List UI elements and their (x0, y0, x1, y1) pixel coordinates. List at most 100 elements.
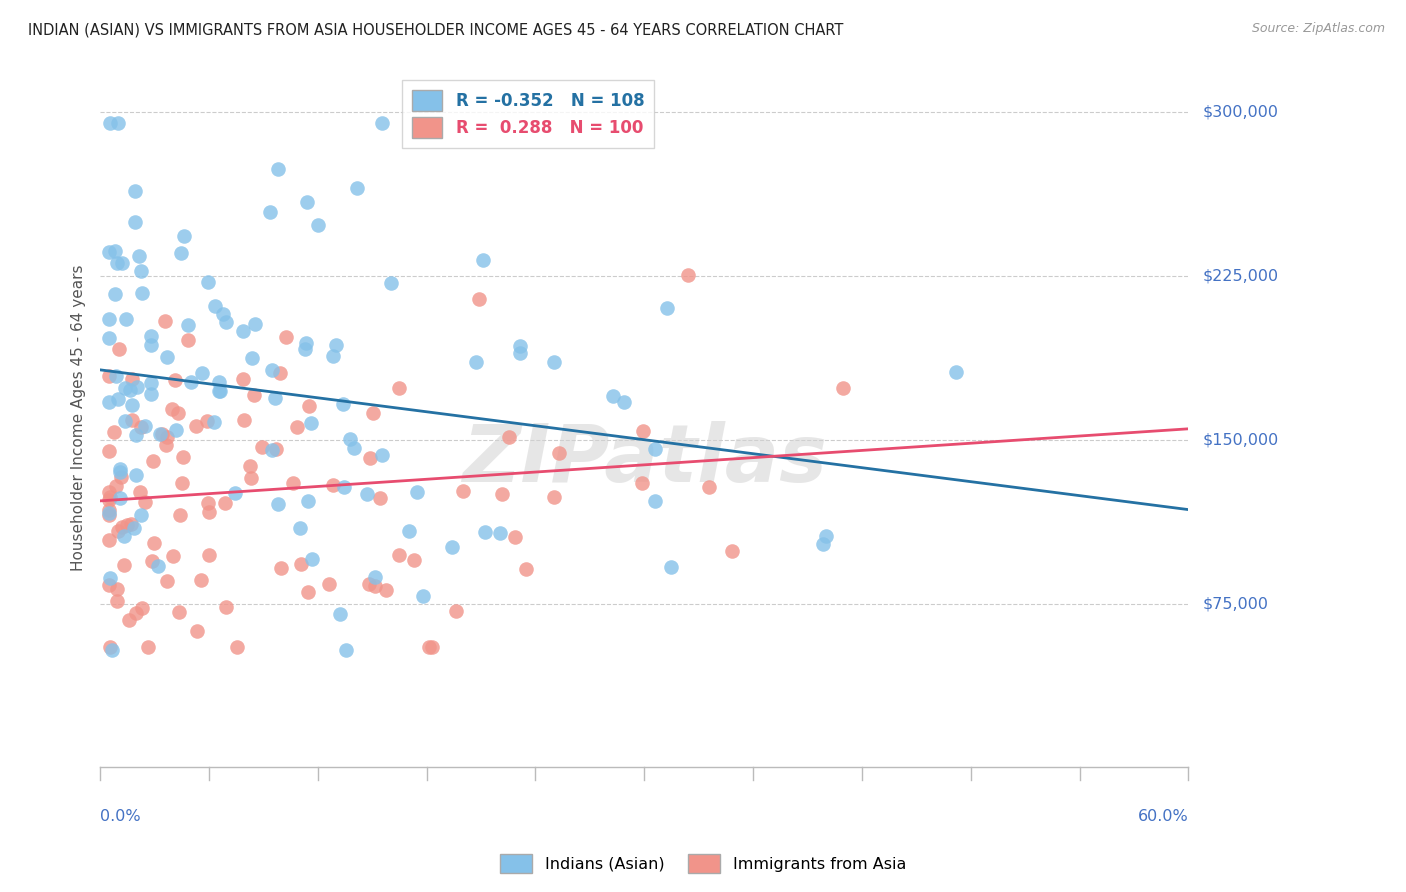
Point (295, 335, 318, 350)
Point (98, 116, 121, 130)
Point (141, 338, 163, 352)
Point (114, 414, 136, 428)
Point (299, 416, 322, 430)
Point (125, 606, 148, 620)
Point (398, 524, 420, 539)
Point (98, 508, 121, 522)
Point (104, 369, 127, 384)
Point (613, 395, 636, 409)
Point (98, 368, 121, 383)
Point (472, 253, 495, 268)
Point (468, 292, 491, 306)
Point (101, 643, 124, 657)
Point (474, 524, 496, 539)
Text: 0.0%: 0.0% (100, 809, 141, 824)
Point (298, 400, 321, 414)
Point (167, 406, 190, 420)
Legend: R = -0.352   N = 108, R =  0.288   N = 100: R = -0.352 N = 108, R = 0.288 N = 100 (402, 80, 654, 148)
Point (98, 394, 121, 409)
Point (172, 450, 194, 465)
Point (169, 246, 191, 260)
Point (453, 483, 475, 498)
Point (214, 496, 236, 510)
Point (631, 475, 654, 490)
Point (295, 195, 318, 210)
Point (98, 331, 121, 345)
Point (204, 415, 226, 429)
Point (121, 413, 143, 427)
Point (402, 553, 425, 567)
Point (509, 339, 531, 353)
Point (204, 299, 226, 313)
Point (945, 365, 967, 379)
Point (141, 376, 163, 390)
Point (215, 599, 238, 614)
Point (98, 506, 121, 520)
Point (811, 537, 834, 551)
Point (111, 255, 134, 269)
Point (420, 640, 443, 655)
Point (242, 388, 264, 402)
Point (190, 366, 212, 380)
Point (418, 640, 440, 655)
Point (543, 490, 565, 504)
Point (359, 451, 381, 466)
Point (721, 544, 744, 558)
Point (252, 440, 274, 454)
Point (139, 387, 162, 401)
Point (224, 486, 246, 500)
Point (644, 494, 666, 508)
Point (260, 442, 283, 457)
Point (225, 640, 247, 655)
Point (105, 582, 128, 596)
Point (631, 425, 654, 439)
Point (108, 491, 131, 505)
Point (318, 576, 340, 591)
Point (297, 493, 319, 508)
Point (412, 590, 434, 604)
Point (198, 505, 221, 519)
Point (655, 301, 678, 315)
Point (371, 116, 394, 130)
Point (644, 442, 666, 456)
Point (209, 384, 232, 399)
Point (264, 391, 287, 405)
Point (197, 548, 219, 562)
Point (125, 428, 148, 442)
Point (169, 605, 191, 619)
Text: $300,000: $300,000 (1202, 104, 1278, 120)
Point (112, 558, 135, 573)
Point (243, 317, 266, 331)
Point (339, 432, 361, 446)
Point (333, 480, 356, 494)
Point (276, 330, 298, 344)
Text: Source: ZipAtlas.com: Source: ZipAtlas.com (1251, 22, 1385, 36)
Point (232, 324, 254, 338)
Point (98, 490, 121, 504)
Text: ZIPatlas: ZIPatlas (461, 421, 827, 499)
Point (465, 355, 488, 369)
Point (98, 311, 121, 326)
Point (239, 459, 262, 474)
Text: $75,000: $75,000 (1202, 596, 1268, 611)
Point (676, 268, 699, 283)
Point (112, 529, 135, 543)
Point (98, 578, 121, 592)
Point (129, 508, 152, 522)
Point (149, 427, 172, 442)
Point (180, 375, 202, 389)
Point (215, 315, 238, 329)
Point (543, 354, 565, 368)
Point (98, 640, 121, 655)
Point (509, 346, 531, 360)
Point (105, 594, 128, 608)
Point (363, 579, 385, 593)
Point (602, 388, 624, 402)
Point (134, 495, 156, 509)
Point (357, 576, 380, 591)
Point (146, 559, 169, 574)
Point (124, 184, 146, 198)
Point (232, 413, 254, 427)
Point (195, 414, 218, 428)
Point (368, 491, 391, 505)
